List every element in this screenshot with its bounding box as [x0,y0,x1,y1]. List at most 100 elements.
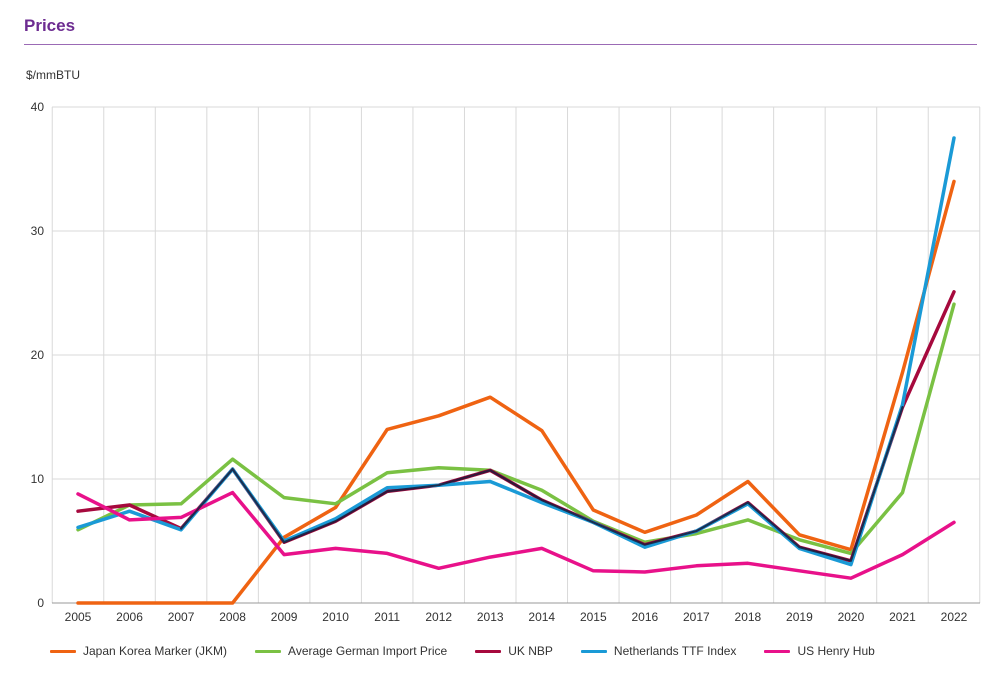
data-point [231,491,234,494]
data-point [953,303,956,306]
chart-legend: Japan Korea Marker (JKM) Average German I… [50,644,903,658]
data-point [128,504,131,507]
data-point [489,396,492,399]
data-point [334,506,337,509]
data-point [592,569,595,572]
y-tick-label: 0 [37,596,44,610]
data-point [77,602,80,605]
x-tick-label: 2016 [631,610,658,624]
data-point [901,553,904,556]
x-tick-label: 2014 [528,610,555,624]
y-axis-unit-label: $/mmBTU [26,68,80,82]
x-tick-label: 2018 [735,610,762,624]
data-point [334,547,337,550]
data-point [798,533,801,536]
x-tick-label: 2007 [168,610,195,624]
data-point [953,290,956,293]
data-point [489,556,492,559]
data-point [798,569,801,572]
legend-label: Netherlands TTF Index [613,644,737,658]
data-point [283,496,286,499]
data-point [386,486,389,489]
x-tick-label: 2021 [889,610,916,624]
data-point [77,510,80,513]
x-tick-label: 2017 [683,610,710,624]
data-point [180,602,183,605]
legend-label: Japan Korea Marker (JKM) [83,644,228,658]
x-tick-label: 2009 [271,610,298,624]
data-point [77,526,80,529]
data-point [849,577,852,580]
legend-label: UK NBP [508,644,553,658]
series-line-average-german-import-price [76,302,956,556]
data-point [592,509,595,512]
data-point [901,403,904,406]
series-overlay-line [180,406,904,562]
data-point [849,563,852,566]
data-point [231,458,234,461]
data-point [746,480,749,483]
data-point [489,480,492,483]
data-point [231,602,234,605]
legend-swatch [580,649,607,653]
data-point [746,562,749,565]
legend-item: US Henry Hub [764,644,875,658]
data-point [283,553,286,556]
legend-swatch [255,649,282,653]
data-point [901,491,904,494]
x-tick-label: 2019 [786,610,813,624]
data-point [643,531,646,534]
data-point [643,546,646,549]
data-point [953,137,956,140]
x-tick-label: 2015 [580,610,607,624]
data-point [128,602,131,605]
x-tick-label: 2011 [374,610,400,624]
x-tick-label: 2013 [477,610,504,624]
legend-label: US Henry Hub [797,644,875,658]
data-point [695,564,698,567]
x-tick-label: 2006 [116,610,143,624]
data-point [180,502,183,505]
x-tick-label: 2022 [941,610,968,624]
data-point [386,428,389,431]
x-tick-label: 2012 [425,610,452,624]
y-tick-label: 30 [31,224,45,238]
data-point [746,518,749,521]
data-point [643,571,646,574]
y-tick-label: 40 [31,100,45,114]
y-tick-label: 10 [31,472,45,486]
page-title: Prices [24,16,76,35]
data-point [901,371,904,374]
legend-swatch [475,649,502,653]
series-line-japan-korea-marker-jkm [76,179,956,605]
data-point [128,518,131,521]
legend-swatch [50,649,76,653]
data-point [180,516,183,519]
x-tick-label: 2008 [219,610,246,624]
data-point [540,489,543,492]
legend-item: Japan Korea Marker (JKM) [50,644,227,658]
data-point [77,492,80,495]
data-point [437,466,440,469]
x-tick-label: 2010 [322,610,349,624]
legend-item: Average German Import Price [255,644,447,658]
data-point [953,521,956,524]
legend-swatch [764,649,791,653]
data-point [437,567,440,570]
legend-item: UK NBP [475,644,553,658]
data-point [953,180,956,183]
data-point [540,547,543,550]
y-tick-label: 20 [31,348,45,362]
data-point [334,502,337,505]
data-point [540,429,543,432]
x-tick-label: 2005 [65,610,92,624]
data-point [695,513,698,516]
data-point [798,538,801,541]
x-tick-label: 2020 [838,610,865,624]
data-point [437,414,440,417]
title-divider [24,44,977,45]
legend-item: Netherlands TTF Index [580,644,737,658]
data-point [386,552,389,555]
series-line-us-henry-hub [76,490,956,580]
